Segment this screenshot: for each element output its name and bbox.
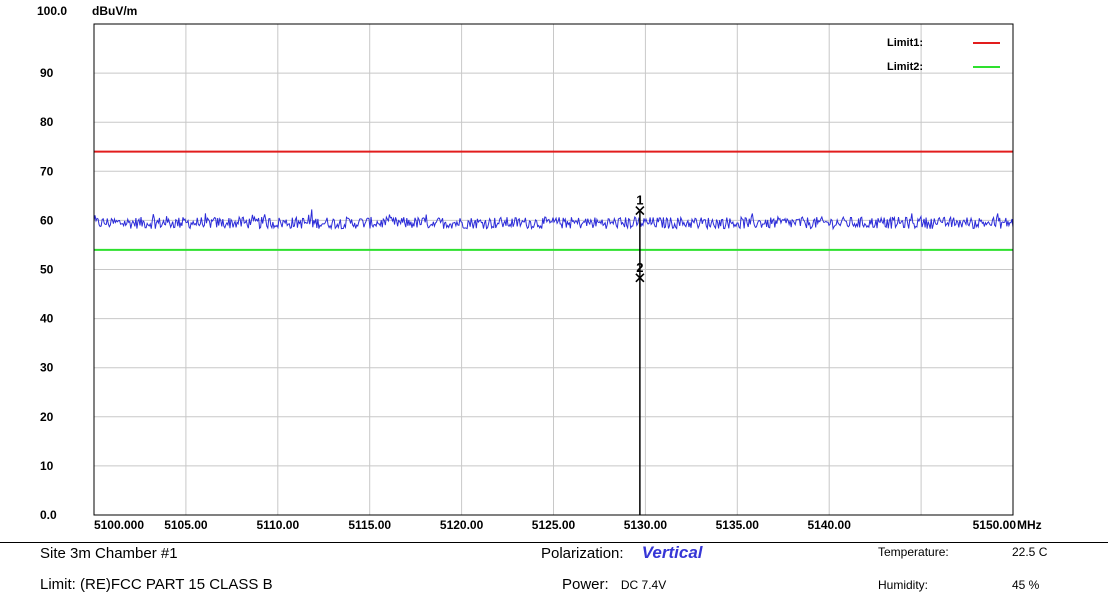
y-tick-label: 0.0: [40, 508, 57, 522]
x-tick-label: 5130.00: [624, 518, 668, 532]
x-tick-label: 5120.00: [440, 518, 484, 532]
power-value: DC 7.4V: [620, 578, 667, 592]
marker-x: [635, 273, 645, 283]
x-tick-label: 5115.00: [348, 518, 391, 532]
x-unit-label: MHz: [1017, 518, 1042, 532]
x-tick-label: 5105.00: [164, 518, 208, 532]
power-label: Power:: [562, 576, 609, 593]
y-top-label: 100.0: [37, 4, 67, 18]
polarization-label: Polarization:: [541, 545, 624, 562]
marker-x: [635, 206, 645, 216]
y-tick-label: 10: [40, 459, 54, 473]
y-tick-label: 40: [40, 312, 54, 326]
y-tick-label: 90: [40, 66, 54, 80]
x-tick-label: 5100.000: [94, 518, 144, 532]
footer-divider: [0, 542, 1108, 543]
polarization-value: Vertical: [641, 543, 703, 562]
humidity-label: Humidity:: [878, 578, 929, 592]
plot-frame: [93, 23, 1014, 516]
x-tick-labels: 5100.000 5105.00 5110.00 5115.00 5120.00 5125…: [94, 518, 1016, 532]
x-tick-label: 5110.00: [256, 518, 299, 532]
y-tick-label: 80: [40, 115, 54, 129]
legend: Limit1: Limit2:: [887, 37, 1000, 73]
polarization-info: Polarization: Vertical: [541, 543, 703, 563]
site-value: 3m Chamber #1: [70, 545, 178, 562]
y-tick-label: 50: [40, 263, 54, 277]
y-tick-label: 30: [40, 361, 54, 375]
site-info: Site 3m Chamber #1: [40, 545, 178, 562]
temperature-value: 22.5 C: [1012, 545, 1048, 559]
marker-label: 2: [636, 260, 643, 275]
x-tick-label: 5150.00: [973, 518, 1017, 532]
grid: [94, 24, 1013, 515]
y-tick-label: 70: [40, 164, 54, 178]
y-tick-label: 60: [40, 213, 54, 227]
series-trace: [93, 209, 1014, 231]
legend-label: Limit2:: [887, 61, 923, 73]
limit-value: (RE)FCC PART 15 CLASS B: [80, 576, 273, 593]
markers: 12: [635, 193, 645, 515]
legend-label: Limit1:: [887, 37, 923, 49]
x-tick-label: 5140.00: [808, 518, 852, 532]
limit-info: Limit: (RE)FCC PART 15 CLASS B: [40, 576, 273, 593]
x-tick-label: 5125.00: [532, 518, 576, 532]
x-tick-label: 5135.00: [716, 518, 760, 532]
y-tick-labels: 0.0 10 20 30 40 50 60 70 80 90: [40, 66, 57, 522]
limit-label: Limit:: [40, 576, 76, 593]
marker-label: 1: [636, 193, 643, 208]
humidity-value: 45 %: [1012, 578, 1040, 592]
y-tick-label: 20: [40, 410, 54, 424]
temperature-label: Temperature:: [878, 545, 949, 559]
y-unit-label: dBuV/m: [92, 4, 137, 18]
limit-lines: [94, 150, 1013, 251]
series-line: [93, 209, 1014, 231]
site-label: Site: [40, 545, 66, 562]
power-info: Power: DC 7.4V: [562, 576, 666, 593]
